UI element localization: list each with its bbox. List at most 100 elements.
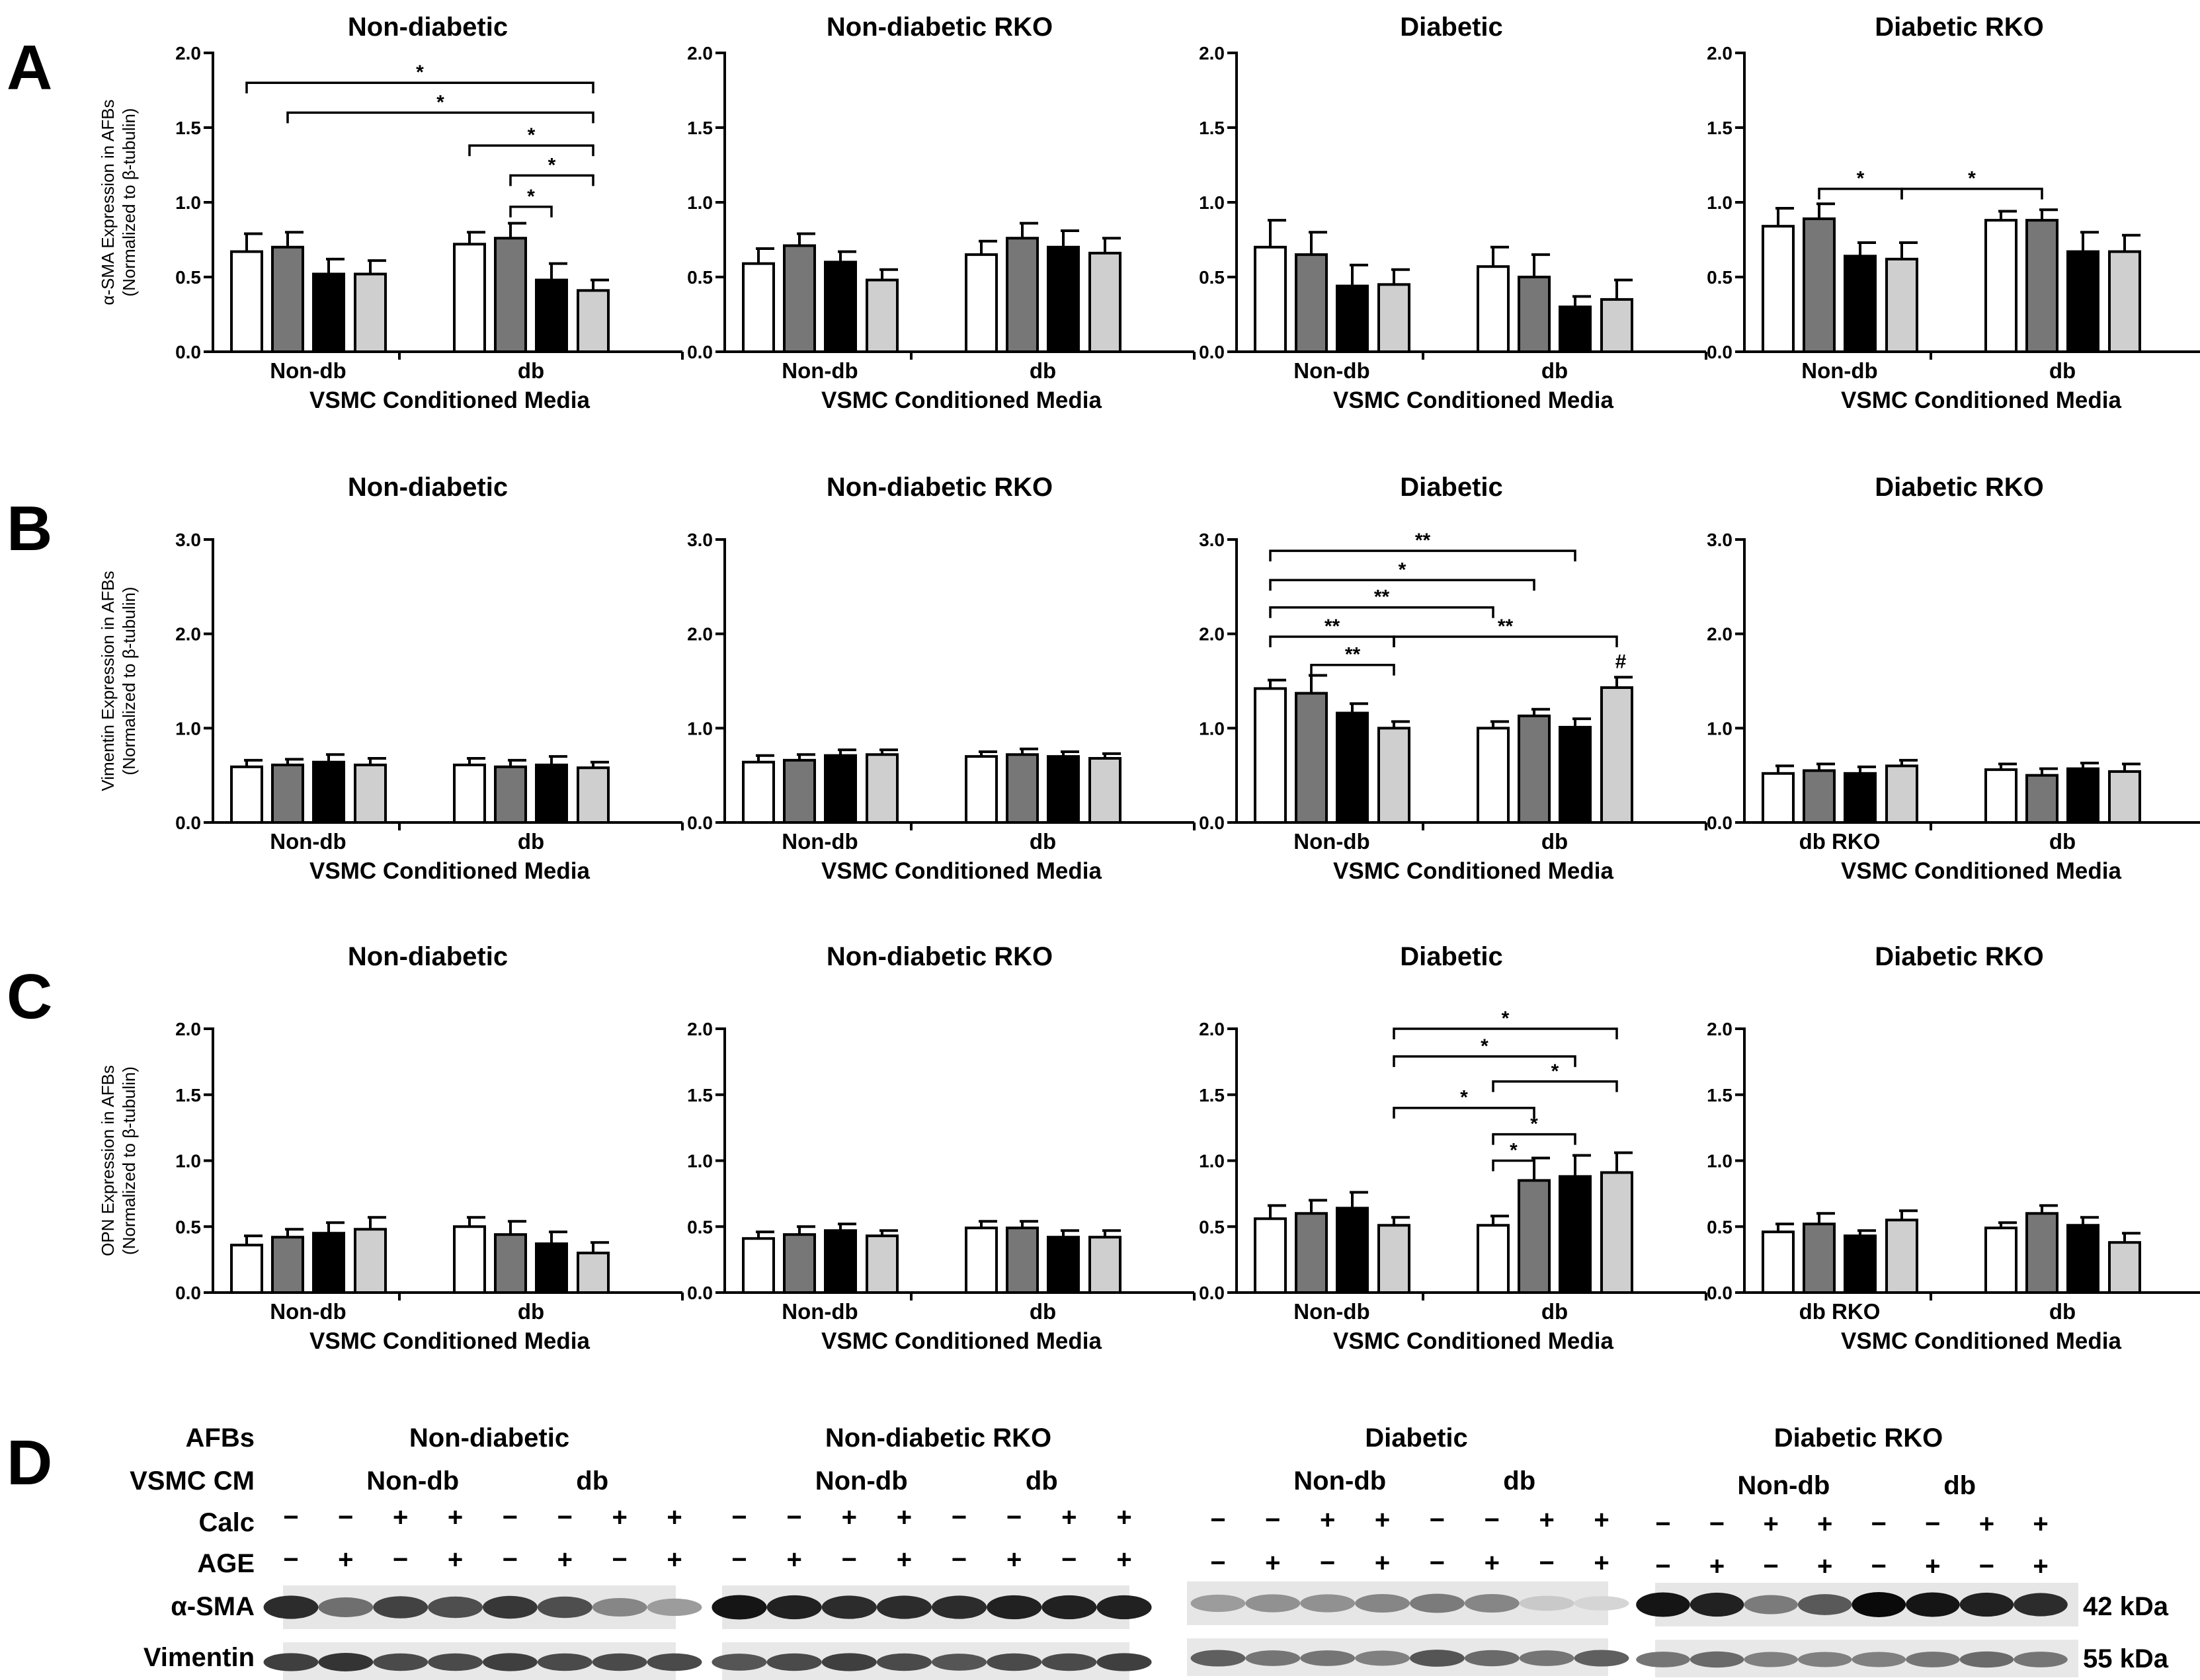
vimentin-band	[318, 1653, 374, 1671]
bar	[783, 1233, 816, 1294]
bar	[1047, 755, 1080, 824]
bar	[453, 243, 486, 353]
y-tick-label: 1.5	[175, 118, 201, 138]
significance-bracket	[1492, 1159, 1535, 1172]
bar	[1885, 764, 1918, 824]
calc-sign: +	[1320, 1505, 1335, 1535]
group-label: db	[1030, 829, 1056, 854]
row-label-alpha-sma: α-SMA	[171, 1592, 255, 1621]
y-axis-label: (Normalized to β-tubulin)	[119, 108, 139, 296]
bar	[1518, 276, 1551, 353]
bar	[1762, 772, 1795, 824]
blot-group-label: db	[1943, 1471, 1976, 1500]
bar	[965, 755, 998, 824]
y-tick-label: 0.0	[1707, 813, 1732, 833]
y-tick-label: 1.0	[687, 718, 713, 739]
bar	[1762, 1230, 1795, 1294]
bar	[1254, 245, 1287, 353]
age-sign: −	[1210, 1548, 1225, 1578]
vimentin-band	[766, 1653, 822, 1671]
chart-title: Diabetic	[1400, 942, 1503, 971]
age-sign: −	[612, 1545, 627, 1574]
age-sign: +	[448, 1545, 463, 1574]
y-tick-label: 1.0	[687, 192, 713, 213]
calc-sign: +	[1979, 1509, 1994, 1539]
calc-sign: +	[448, 1503, 463, 1532]
bar	[354, 1228, 387, 1294]
group-label: db RKO	[1799, 1299, 1881, 1324]
calc-sign: −	[786, 1503, 801, 1532]
age-sign: +	[1116, 1545, 1131, 1574]
group-label: db	[518, 829, 544, 854]
bar	[1600, 298, 1633, 353]
bar	[577, 1252, 610, 1295]
bar	[271, 1236, 304, 1294]
bar	[271, 245, 304, 353]
chart-a-2: Non-diabetic RKO 0.0 0.5 1.0 1.5 2.0 Non-db db V…	[687, 13, 1196, 413]
calc-sign: +	[1061, 1503, 1077, 1532]
y-tick-label: 2.0	[687, 43, 713, 63]
age-sign: −	[731, 1545, 747, 1574]
y-tick-label: 1.0	[1199, 1151, 1225, 1172]
y-tick-label: 1.0	[1707, 192, 1732, 213]
sma-band	[1690, 1592, 1744, 1617]
bar	[453, 763, 486, 824]
chart-title: Non-diabetic RKO	[827, 473, 1053, 502]
bar	[2025, 1212, 2058, 1295]
vimentin-band	[1355, 1650, 1410, 1666]
blot-group-label: db	[1503, 1466, 1535, 1496]
bar	[1984, 1226, 2017, 1294]
vimentin-band	[1300, 1650, 1356, 1666]
group-label: db	[1030, 1299, 1056, 1324]
y-axis-label: (Normalized to β-tubulin)	[119, 586, 139, 775]
bar	[1803, 217, 1836, 353]
y-tick-label: 1.0	[1707, 718, 1732, 739]
significance-bracket	[1393, 635, 1618, 647]
bar	[1885, 1219, 1918, 1295]
blot-group-label: Non-db	[1737, 1471, 1830, 1500]
age-sign: +	[897, 1545, 912, 1574]
group-label: Non-db	[782, 829, 858, 854]
calc-sign: −	[1430, 1505, 1445, 1535]
significance-bracket	[468, 144, 594, 157]
vimentin-band	[1041, 1653, 1097, 1671]
significance-bracket	[1269, 579, 1535, 591]
significance-bracket	[286, 111, 594, 124]
bar	[312, 1232, 345, 1294]
significance-label: *	[1481, 1035, 1488, 1057]
blot-group-label: db	[1026, 1466, 1058, 1496]
significance-label: **	[1345, 644, 1361, 666]
significance-label: *	[1857, 168, 1865, 190]
calc-sign: −	[1871, 1509, 1887, 1539]
vimentin-band	[1852, 1652, 1906, 1667]
bar	[1254, 1217, 1287, 1295]
x-axis-label: VSMC Conditioned Media	[309, 858, 590, 884]
calc-sign: −	[1709, 1509, 1725, 1539]
group-label: Non-db	[782, 1299, 858, 1324]
y-tick-label: 3.0	[1199, 530, 1225, 550]
significance-bracket	[1900, 187, 2043, 200]
age-sign: +	[667, 1545, 682, 1574]
significance-bracket	[1393, 1027, 1618, 1039]
bar	[1559, 305, 1592, 354]
blot-group-label: Non-db	[815, 1466, 908, 1496]
group-label: db	[1541, 1299, 1568, 1324]
age-sign: −	[1061, 1545, 1077, 1574]
vimentin-band	[2014, 1652, 2068, 1667]
significance-label: *	[1460, 1087, 1468, 1109]
sma-band	[1852, 1592, 1906, 1617]
y-tick-label: 0.0	[175, 342, 201, 362]
calc-sign: −	[952, 1503, 967, 1532]
y-tick-label: 0.0	[1707, 1283, 1732, 1303]
y-tick-label: 0.0	[1199, 813, 1225, 833]
calc-sign: −	[1655, 1509, 1670, 1539]
vimentin-band	[1690, 1651, 1744, 1668]
y-tick-label: 1.5	[687, 118, 713, 138]
age-sign: −	[952, 1545, 967, 1574]
sma-band	[428, 1596, 483, 1619]
significance-bracket	[1492, 1080, 1618, 1092]
bar	[1377, 727, 1410, 824]
bar	[2108, 770, 2141, 824]
bar	[1047, 245, 1080, 353]
